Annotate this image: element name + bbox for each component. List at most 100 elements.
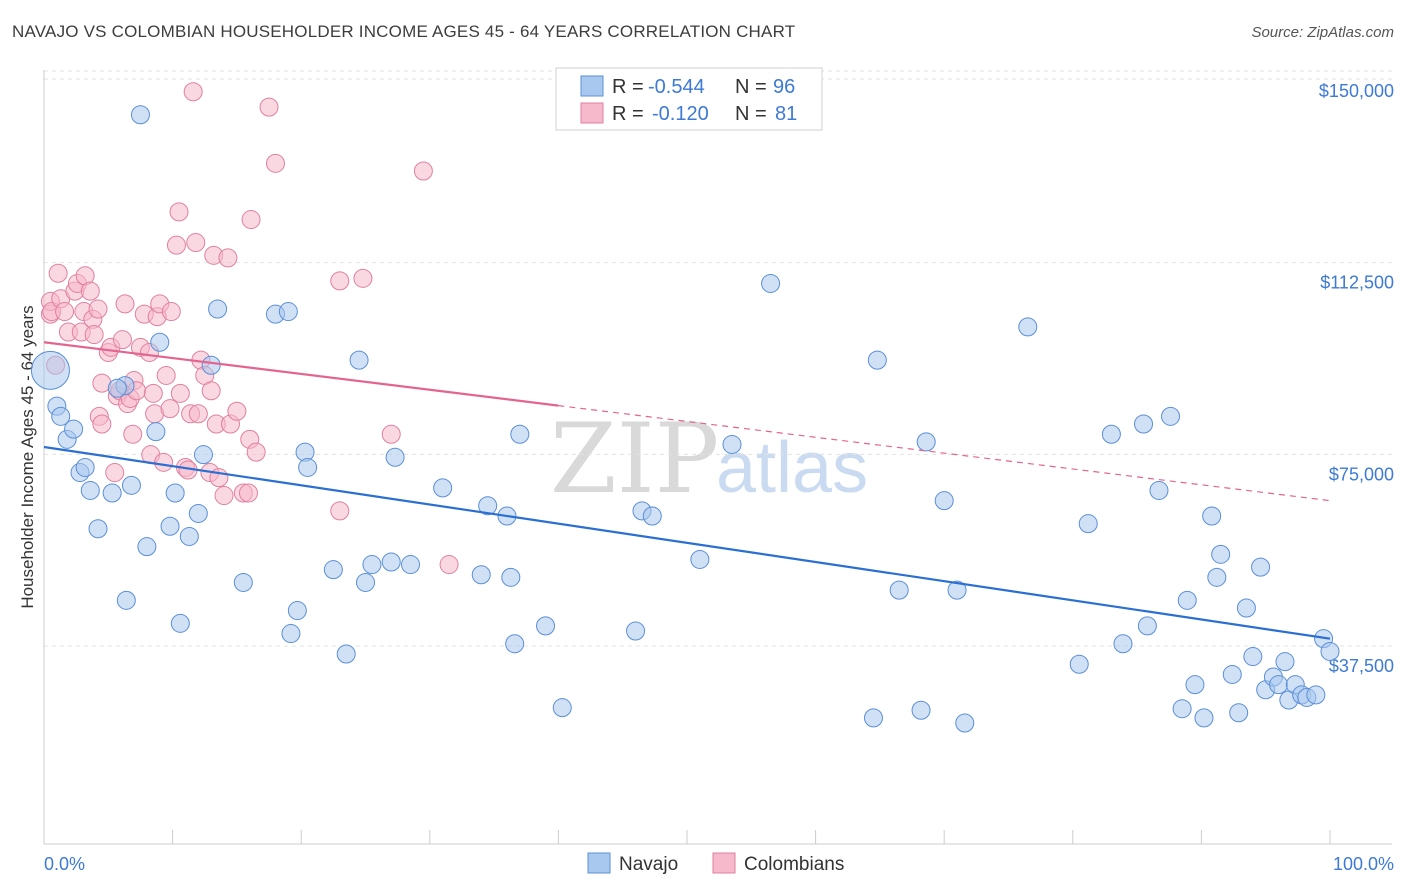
navajo-point <box>626 621 646 641</box>
bottom-legend-swatch-navajo <box>587 852 611 874</box>
bottom-legend-label-navajo: Navajo <box>619 854 678 875</box>
legend-n-label-colombian: N = <box>735 103 767 125</box>
colombian-point <box>84 325 104 345</box>
navajo-point <box>88 519 108 539</box>
colombian-point <box>246 442 266 462</box>
colombian-point <box>88 299 108 319</box>
navajo-point <box>1222 664 1242 684</box>
navajo-point <box>947 580 967 600</box>
navajo-point <box>381 552 401 572</box>
navajo-point <box>1275 652 1295 672</box>
navajo-point <box>1078 514 1098 534</box>
colombian-point <box>241 210 261 230</box>
colombian-point <box>183 82 203 102</box>
navajo-point <box>761 273 781 293</box>
stats-legend: R = -0.544 N = 96 R = -0.120 N = 81 <box>555 67 823 131</box>
navajo-point <box>690 549 710 569</box>
colombian-point <box>218 248 238 268</box>
legend-n-value-colombian: 81 <box>775 103 797 125</box>
navajo-point <box>102 483 122 503</box>
navajo-point <box>505 634 525 654</box>
gridlines <box>44 70 1392 647</box>
navajo-point <box>208 299 228 319</box>
navajo-point <box>1018 317 1038 337</box>
navajo-trend-line <box>43 445 1331 640</box>
series-legend: Navajo Colombians <box>587 852 844 875</box>
trend-lines <box>43 341 1331 640</box>
navajo-point <box>188 503 208 523</box>
x-axis-ticks <box>43 830 1331 844</box>
y-tick-label: $75,000 <box>1329 464 1394 484</box>
navajo-point <box>722 434 742 454</box>
navajo-point <box>278 302 298 322</box>
navajo-point <box>433 478 453 498</box>
navajo-point <box>336 644 356 664</box>
navajo-point <box>401 555 421 575</box>
navajo-point <box>75 457 95 477</box>
x-tick-label-min: 0.0% <box>44 854 85 874</box>
navajo-point <box>471 565 491 585</box>
colombian-point <box>112 330 132 350</box>
navajo-point <box>298 457 318 477</box>
navajo-point <box>287 601 307 621</box>
navajo-point <box>1113 634 1133 654</box>
navajo-point <box>362 555 382 575</box>
colombian-point <box>214 486 234 506</box>
colombian-point <box>115 294 135 314</box>
navajo-point <box>385 447 405 467</box>
colombian-trend-line-extension <box>558 405 1331 502</box>
colombian-point <box>143 383 163 403</box>
navajo-point <box>552 698 572 718</box>
navajo-point <box>1101 424 1121 444</box>
navajo-point <box>30 350 70 390</box>
navajo-point <box>150 332 170 352</box>
navajo-point <box>193 445 213 465</box>
navajo-point <box>323 560 343 580</box>
colombian-point <box>80 281 100 301</box>
colombian-point <box>156 365 176 385</box>
navajo-point <box>160 516 180 536</box>
colombian-point <box>413 161 433 181</box>
watermark-zip: ZIP <box>550 403 719 515</box>
colombian-point <box>170 383 190 403</box>
colombian-point <box>55 302 75 322</box>
bottom-legend-swatch-colombian <box>712 852 736 874</box>
navajo-point <box>356 572 375 592</box>
navajo-point <box>281 624 301 644</box>
navajo-point <box>911 700 931 720</box>
navajo-point <box>955 713 975 733</box>
y-tick-label: $112,500 <box>1320 273 1394 293</box>
colombian-point <box>439 555 459 575</box>
navajo-point <box>116 590 136 610</box>
colombian-point <box>92 414 112 434</box>
navajo-point <box>1177 590 1197 610</box>
navajo-point <box>1134 414 1154 434</box>
navajo-point <box>1185 675 1205 695</box>
navajo-point <box>478 496 498 516</box>
navajo-point <box>1211 544 1231 564</box>
navajo-point <box>1269 675 1289 695</box>
bottom-legend-label-colombian: Colombians <box>744 854 844 875</box>
navajo-point <box>146 422 166 442</box>
y-tick-label: $150,000 <box>1319 81 1394 101</box>
colombian-point <box>186 233 206 253</box>
colombian-point <box>154 452 174 472</box>
y-axis-ticks: $37,500 $75,000 $112,500 $150,000 <box>1319 81 1394 676</box>
navajo-point <box>121 475 141 495</box>
navajo-point <box>1194 708 1214 728</box>
navajo-point <box>1207 567 1227 587</box>
navajo-point <box>1306 685 1326 705</box>
navajo-point <box>51 406 71 426</box>
legend-n-label-navajo: N = <box>735 76 767 98</box>
colombian-point <box>160 399 180 419</box>
colombian-point <box>227 401 247 421</box>
colombian-point <box>123 424 143 444</box>
navajo-point <box>201 355 221 375</box>
navajo-point <box>1149 480 1169 500</box>
colombian-point <box>265 153 285 173</box>
navajo-point <box>916 432 936 452</box>
series-colombians <box>40 82 459 575</box>
navajo-point <box>64 419 84 439</box>
colombian-point <box>166 235 186 255</box>
series-navajo <box>30 105 1340 733</box>
